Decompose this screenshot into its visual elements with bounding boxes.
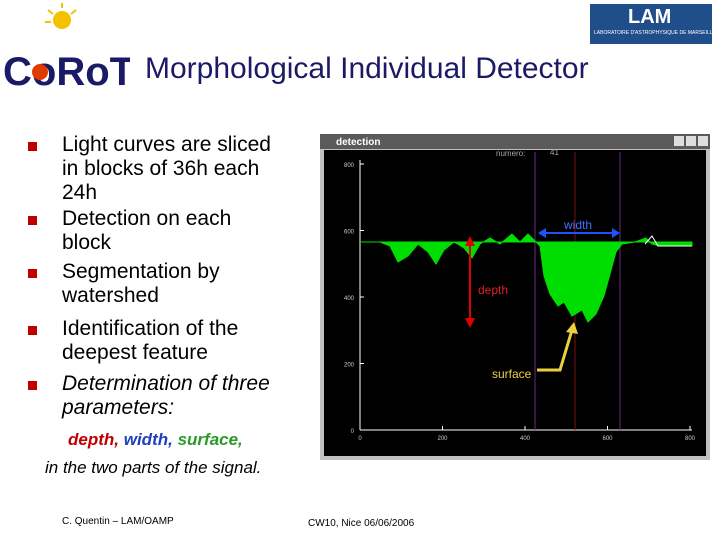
bullet: Identification of the deepest feature [62,317,238,365]
bullet-line: parameters: [62,396,175,419]
x-tick-label: 200 [437,436,448,442]
bullet-marker [28,269,37,278]
note: in the two parts of the signal. [45,458,262,477]
bullet-marker [28,326,37,335]
bullet-line: Detection on each [62,207,232,230]
y-tick-label: 200 [344,363,355,369]
bullet-marker [28,381,37,390]
slide-title: Morphological Individual Detector [145,52,589,85]
annotation-surface: surface [492,367,532,381]
annotation-depth: depth [478,283,508,297]
y-tick-label: 800 [344,163,355,169]
x-tick-label: 800 [685,436,696,442]
bullet-marker [28,142,37,151]
bullet-line: deepest feature [62,341,208,364]
window-title: detection [336,137,380,148]
bullet: Segmentation by watershed [62,260,220,308]
bullet-line: Light curves are sliced [62,133,271,156]
footer-event: CW10, Nice 06/06/2006 [308,518,415,529]
y-tick-label: 0 [351,429,355,435]
logo-lam-subtext: LABORATOIRE D'ASTROPHYSIQUE DE MARSEILLE [594,30,716,36]
x-tick-label: 400 [520,436,531,442]
figure-number: 41 [550,148,559,157]
bullet-marker [28,216,37,225]
logo-lam-text: LAM [628,6,672,28]
x-tick-label: 600 [602,436,613,442]
bullet-line: Identification of the [62,317,239,340]
footer-author: C. Quentin – LAM/OAMP [62,516,174,527]
bullet: Determination of three parameters: [62,372,270,420]
bullet-line: watershed [62,284,159,307]
bullet-line: in blocks of 36h each [62,157,260,180]
logo-corot: CoRoT [3,3,130,94]
bullet: Light curves are sliced in blocks of 36h … [62,133,271,205]
figure-label: numero: [496,149,525,158]
param-depth: depth, [68,430,119,449]
annotation-width: width [563,218,592,232]
bullet-line: Segmentation by [62,260,220,283]
x-tick-label: 0 [358,436,362,442]
param-surface: surface, [177,430,243,449]
y-tick-label: 400 [344,296,355,302]
logo-lam: LAM LABORATOIRE D'ASTROPHYSIQUE DE MARSE… [590,4,716,44]
bullet: Detection on each block [62,207,231,255]
bullet-line: 24h [62,181,98,204]
y-tick-label: 600 [344,230,355,236]
logo-text: CoRoT [3,50,130,94]
figure-window: detection numero: 41 800 600 400 200 00 200 40… [320,134,710,460]
bullet-line: block [62,231,112,254]
param-width: width, [123,430,173,449]
parameters: depth, width, surface, [68,430,243,450]
bullet-line: Determination of three [62,372,270,395]
